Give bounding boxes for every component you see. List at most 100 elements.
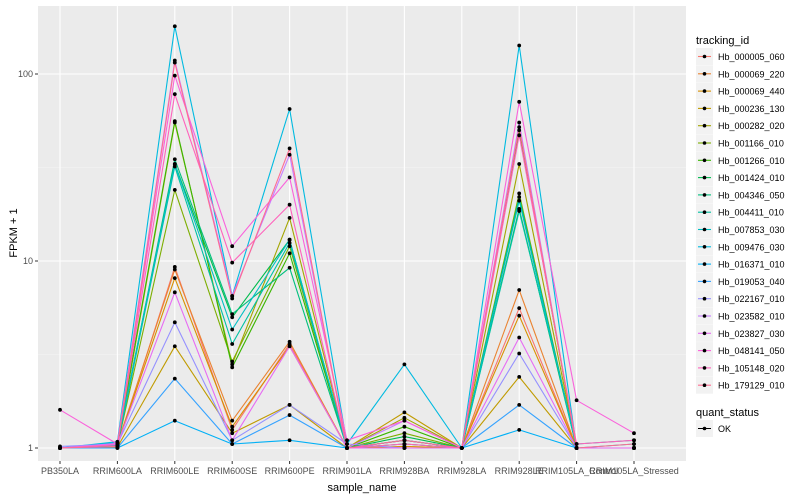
data-point [172,157,177,162]
data-point [172,188,177,192]
y-tick-label: 1 [28,443,33,453]
x-axis: PB350LA RRIM600LA RRIM600LE RRIM600SE RRIM60… [41,461,679,476]
data-point [517,195,522,199]
data-point [345,446,349,450]
shape-legend-key-point [702,426,707,431]
legend-item: Hb_179129_010 [696,376,785,394]
data-point [172,60,177,65]
legend-label: Hb_009476_030 [718,242,785,252]
legend: tracking_id Hb_000005_060 Hb_000069_220 Hb… [696,35,785,437]
data-point [230,359,235,364]
data-point [230,427,235,432]
legend-item: Hb_022167_010 [696,290,785,308]
data-point [287,344,292,349]
data-point [574,442,579,446]
data-point [517,351,522,356]
data-point [287,251,292,256]
legend-key-point [702,193,707,197]
data-point [402,418,407,423]
legend-key-point [702,227,707,232]
legend-key-point [702,383,707,388]
data-point [287,216,292,220]
data-point [287,265,292,270]
legend-key-point [702,296,707,301]
x-tick-label: RRIM600LE [150,466,199,476]
data-point [517,403,522,407]
legend-item: Hb_001424_010 [696,169,785,187]
x-tick-label: RRIM600LA [93,466,142,476]
legend-key-point [702,54,707,59]
legend-item: Hb_016371_010 [696,255,785,273]
data-point [574,446,579,450]
data-point [230,315,235,320]
data-point [287,107,292,111]
data-point [115,444,120,449]
data-point [230,438,235,443]
data-point [172,418,177,423]
data-point [172,24,177,29]
x-tick-label: PB350LA [41,466,79,476]
legend-key-point [702,314,707,318]
data-point [172,162,177,166]
x-tick-label: RRIM928BA [379,466,429,476]
x-tick-label: RRIM928LA [437,466,486,476]
data-point [517,209,522,213]
data-point [632,431,636,436]
legend-label: Hb_022167_010 [718,294,785,304]
data-point [402,438,407,443]
legend-title: tracking_id [696,35,749,47]
data-point [287,244,292,249]
legend-label: Hb_000282_020 [718,121,785,131]
x-tick-label: RRIM901LA [322,466,371,476]
data-point [230,327,235,332]
data-point [517,99,522,104]
data-point [172,264,177,269]
data-point [287,146,292,151]
data-point [517,125,522,130]
legend-key-point [702,123,707,128]
data-point [574,398,579,403]
data-point [287,438,292,443]
legend-key-point [702,175,707,180]
data-point [517,128,522,133]
legend-label: Hb_048141_050 [718,346,785,356]
data-point [287,202,292,207]
data-point [517,335,522,340]
legend-item: Hb_023827_030 [696,324,785,342]
legend-label: Hb_023827_030 [718,329,785,339]
legend-item: Hb_000069_220 [696,65,785,83]
data-point [402,434,407,439]
y-tick-label: 100 [18,69,33,79]
data-point [287,175,292,180]
data-point [58,407,62,412]
legend-key-point [702,366,707,370]
data-point [287,413,292,417]
data-point [58,446,62,450]
legend-label: Hb_105148_020 [718,363,785,373]
data-point [517,120,522,125]
data-point [517,198,522,203]
data-point [402,424,407,429]
data-point [230,362,235,367]
data-point [172,267,177,272]
data-point [287,403,292,407]
legend-item: Hb_000069_440 [696,82,785,100]
legend-label: Hb_000069_220 [718,69,785,79]
legend-key-point [702,262,707,266]
data-point [632,446,636,450]
data-point [172,290,177,295]
legend-key-point [702,72,707,76]
data-point [230,296,235,301]
data-point [402,446,407,450]
data-point [517,162,522,166]
legend-label: Hb_179129_010 [718,381,785,391]
data-point [172,320,177,325]
data-point [345,438,349,443]
legend-label: Hb_000005_060 [718,52,785,62]
data-point [632,438,636,443]
data-point [172,73,177,78]
shape-legend-item: OK [696,420,731,437]
data-point [172,276,177,281]
legend-item: Hb_009476_030 [696,238,785,256]
